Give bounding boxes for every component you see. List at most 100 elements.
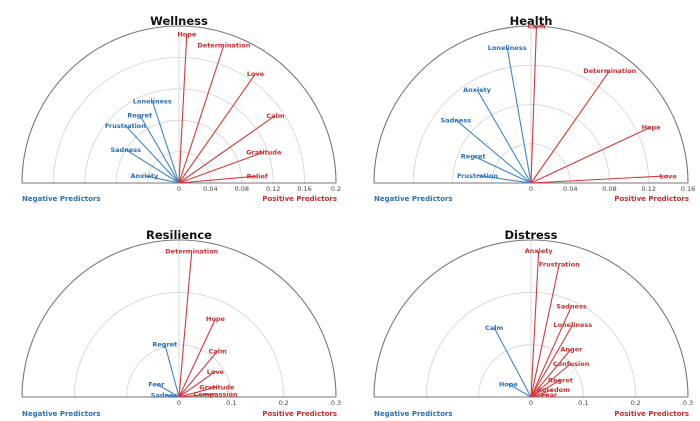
- tick-label: 0: [529, 399, 533, 407]
- grid: [373, 25, 689, 184]
- grid: [373, 239, 689, 398]
- positive-label-anxiety: Anxiety: [525, 247, 554, 255]
- tick-label: 0.12: [642, 185, 656, 193]
- chart-title: Health: [510, 14, 553, 28]
- negative-spoke-fear: [156, 383, 180, 398]
- tick-label: 0.2: [278, 399, 288, 407]
- positive-label-determination: Determination: [165, 248, 218, 256]
- positive-predictors-label: Positive Predictors: [262, 195, 337, 203]
- tick-label: 0.3: [683, 399, 693, 407]
- negative-spoke-regret: [139, 114, 180, 184]
- positive-label-gratitude: Gratitude: [246, 149, 282, 157]
- positive-spoke-frustration: [530, 263, 560, 398]
- chart-title: Wellness: [150, 14, 208, 28]
- negative-spoke-anxiety: [476, 89, 532, 184]
- tick-label: 0.2: [630, 399, 640, 407]
- outer-arc: [373, 25, 689, 184]
- positive-label-compassion: Compassion: [193, 390, 237, 398]
- positive-label-boredom: Boredom: [537, 386, 570, 394]
- positive-spoke-sadness: [530, 305, 572, 398]
- positive-label-confusion: Confusion: [553, 360, 590, 368]
- grid: [21, 25, 337, 184]
- positive-spoke-regret: [530, 379, 561, 398]
- positive-label-calm: Calm: [527, 23, 545, 31]
- negative-label-calm: Calm: [485, 324, 503, 332]
- negative-spoke-regret: [472, 155, 532, 184]
- negative-spoke-calm: [493, 327, 532, 398]
- negative-label-regret: Regret: [461, 153, 486, 161]
- tick-label: 0.1: [578, 399, 588, 407]
- positive-label-hope: Hope: [206, 315, 226, 323]
- panel-wellness: Wellness Negative Predictors Positive Pr…: [21, 14, 341, 203]
- negative-spoke-sadness: [125, 149, 180, 184]
- tick-label: 0: [177, 185, 181, 193]
- tick-label: 0: [177, 399, 181, 407]
- positive-spoke-hope: [178, 318, 216, 398]
- positive-predictors-label: Positive Predictors: [614, 195, 689, 203]
- outer-arc: [21, 239, 337, 398]
- negative-spoke-loneliness: [151, 100, 180, 184]
- positive-spoke-love: [178, 73, 256, 184]
- panel-health: Health Negative Predictors Positive Pred…: [373, 14, 695, 203]
- positive-label-hope: Hope: [642, 124, 662, 132]
- positive-label-gratitude: Gratitude: [199, 383, 235, 391]
- positive-spoke-boredom: [530, 389, 554, 398]
- positive-label-love: Love: [247, 70, 265, 78]
- negative-label-sadness: Sadness: [110, 146, 141, 154]
- negative-label-anxiety: Anxiety: [131, 172, 160, 180]
- positive-label-determination: Determination: [583, 67, 636, 75]
- positive-predictors-label: Positive Predictors: [614, 410, 689, 418]
- chart-title: Resilience: [146, 228, 212, 242]
- positive-spoke-confusion: [530, 362, 572, 398]
- outer-arc: [21, 25, 337, 184]
- positive-spoke-determination: [178, 44, 225, 184]
- negative-spoke-anxiety: [144, 175, 180, 184]
- tick-label: 0.12: [266, 185, 280, 193]
- positive-spoke-calm: [178, 350, 219, 398]
- positive-spoke-calm: [530, 26, 538, 184]
- negative-label-loneliness: Loneliness: [488, 44, 527, 52]
- negative-spoke-hope: [508, 383, 532, 398]
- tick-label: 0.08: [235, 185, 249, 193]
- positive-label-regret: Regret: [548, 376, 573, 384]
- positive-spoke-compassion: [178, 393, 216, 398]
- negative-predictors-label: Negative Predictors: [374, 410, 453, 418]
- negative-label-frustration: Frustration: [105, 122, 146, 130]
- negative-predictors-label: Negative Predictors: [22, 410, 101, 418]
- positive-label-hope: Hope: [177, 31, 197, 39]
- negative-predictors-label: Negative Predictors: [374, 195, 453, 203]
- negative-label-hope: Hope: [499, 380, 519, 388]
- positive-label-frustration: Frustration: [539, 260, 580, 268]
- negative-label-regret: Regret: [152, 340, 177, 348]
- tick-label: 0: [529, 185, 533, 193]
- outer-arc: [373, 239, 689, 398]
- positive-spoke-gratitude: [178, 386, 218, 398]
- negative-spoke-frustration: [125, 125, 180, 184]
- positive-label-loneliness: Loneliness: [553, 321, 592, 329]
- positive-spoke-relief: [178, 175, 258, 184]
- positive-label-determination: Determination: [197, 41, 250, 49]
- negative-spoke-sadness: [455, 119, 532, 184]
- negative-spoke-loneliness: [506, 47, 532, 184]
- positive-spoke-fear: [530, 393, 550, 398]
- positive-spoke-determination: [178, 250, 193, 398]
- panel-distress: Distress Negative Predictors Positive Pr…: [373, 228, 693, 418]
- tick-label: 0.2: [331, 185, 341, 193]
- negative-spoke-sadness: [165, 394, 180, 398]
- positive-spoke-calm: [178, 115, 276, 184]
- positive-label-calm: Calm: [266, 112, 284, 120]
- negative-spoke-regret: [164, 343, 180, 398]
- tick-label: 0.16: [681, 185, 695, 193]
- positive-label-fear: Fear: [541, 391, 558, 399]
- tick-label: 0.16: [297, 185, 311, 193]
- positive-label-anger: Anger: [560, 345, 583, 353]
- negative-label-anxiety: Anxiety: [463, 86, 492, 94]
- positive-label-sadness: Sadness: [556, 303, 587, 311]
- positive-label-calm: Calm: [209, 347, 227, 355]
- tick-label: 0.04: [203, 185, 217, 193]
- negative-predictors-label: Negative Predictors: [22, 195, 101, 203]
- tick-label: 0.1: [226, 399, 236, 407]
- positive-spoke-determination: [530, 70, 611, 184]
- negative-label-frustration: Frustration: [457, 172, 498, 180]
- positive-predictors-label: Positive Predictors: [262, 410, 337, 418]
